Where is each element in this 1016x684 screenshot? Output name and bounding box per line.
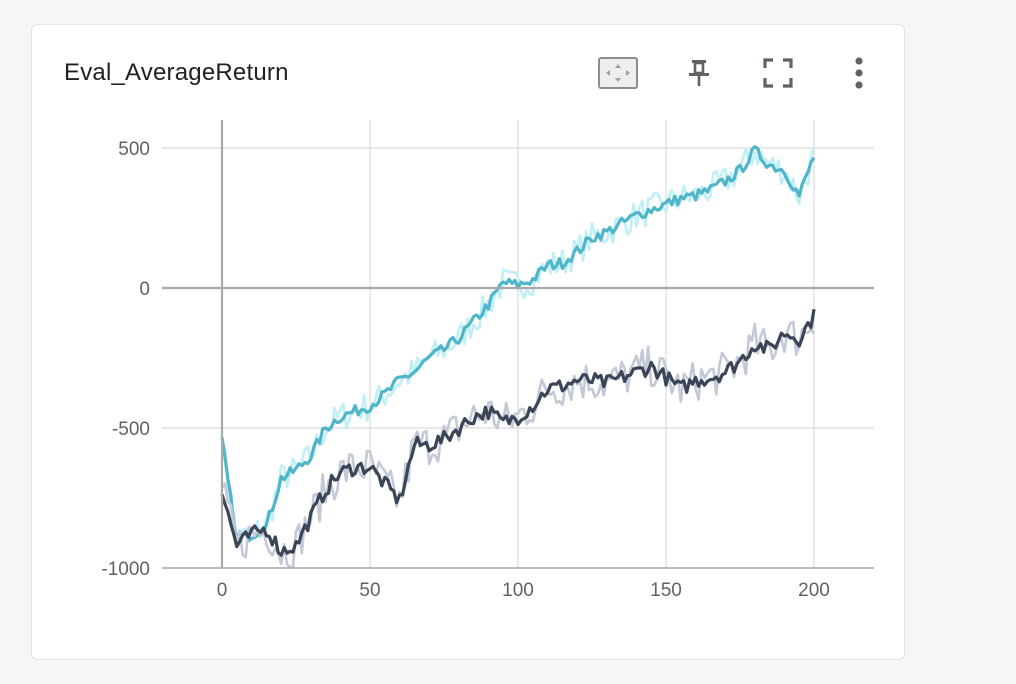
series-raw-line-dark <box>220 320 816 568</box>
more-options-button[interactable] <box>837 53 881 93</box>
pin-button[interactable] <box>677 53 721 93</box>
x-tick-label: 200 <box>798 580 830 601</box>
pin-icon <box>689 60 709 86</box>
y-tick-label: 0 <box>139 279 150 300</box>
more-vert-icon <box>855 57 863 89</box>
y-tick-label: 500 <box>118 139 150 160</box>
fullscreen-button[interactable] <box>756 53 800 93</box>
y-tick-label: -500 <box>112 419 150 440</box>
fit-to-data-button[interactable] <box>596 53 640 93</box>
y-tick-label: -1000 <box>101 559 150 580</box>
fit-to-data-icon <box>598 57 638 89</box>
x-tick-label: 0 <box>217 580 228 601</box>
x-tick-label: 150 <box>650 580 682 601</box>
x-tick-label: 100 <box>502 580 534 601</box>
card-title: Eval_AverageReturn <box>64 59 289 86</box>
x-tick-label: 50 <box>359 580 380 601</box>
fullscreen-icon <box>763 58 793 88</box>
series-smoothed-line-dark[interactable] <box>220 308 816 557</box>
